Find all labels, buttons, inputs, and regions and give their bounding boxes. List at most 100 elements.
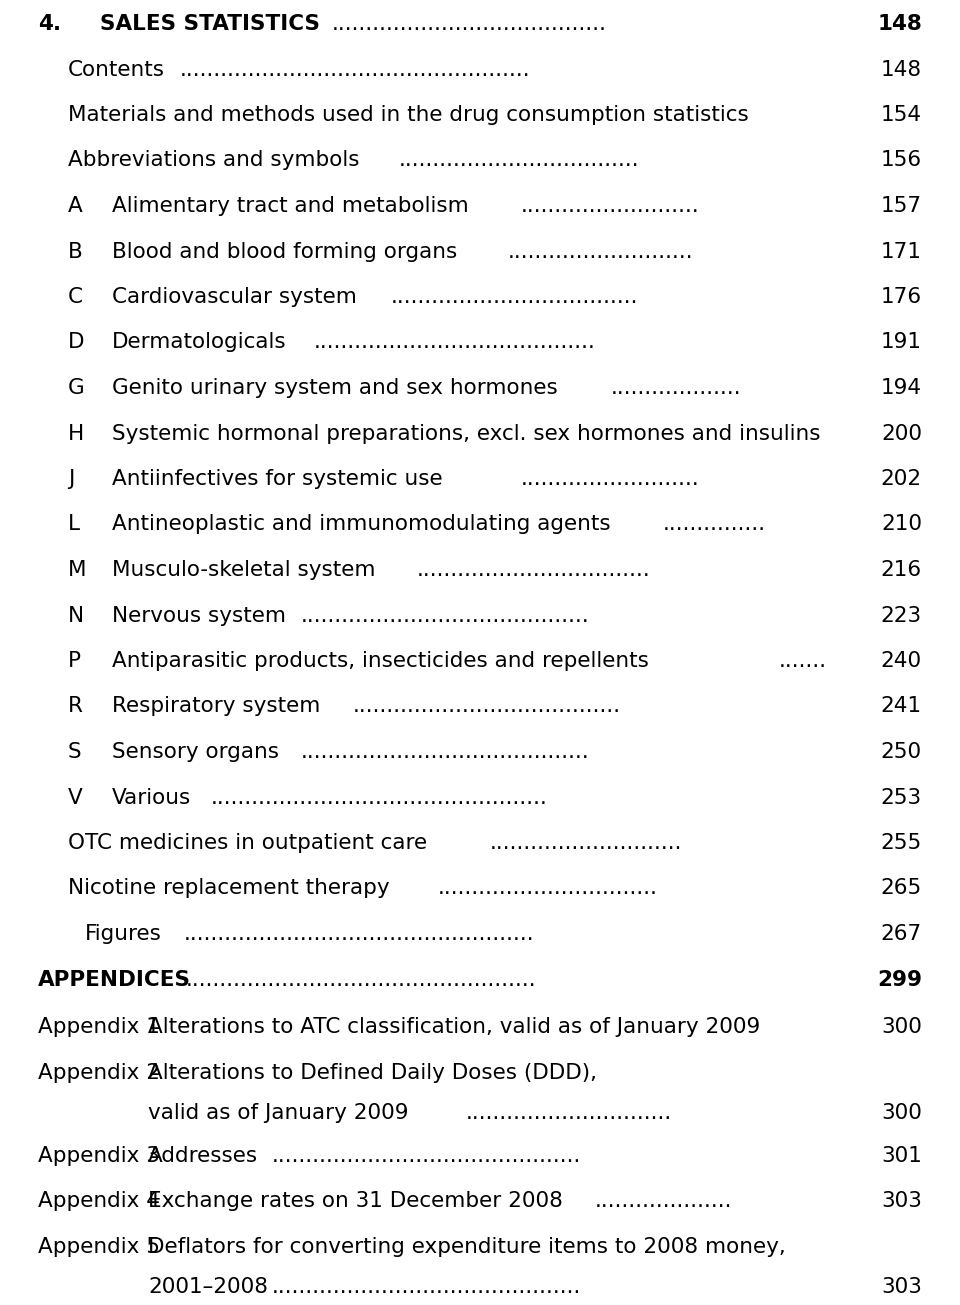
- Text: Abbreviations and symbols: Abbreviations and symbols: [68, 150, 359, 171]
- Text: ............................: ............................: [490, 833, 682, 853]
- Text: 210: 210: [881, 514, 922, 535]
- Text: OTC medicines in outpatient care: OTC medicines in outpatient care: [68, 833, 427, 853]
- Text: L: L: [68, 514, 80, 535]
- Text: APPENDICES: APPENDICES: [38, 970, 191, 989]
- Text: B: B: [68, 241, 83, 261]
- Text: .......................................: .......................................: [352, 697, 620, 716]
- Text: ....................: ....................: [595, 1191, 732, 1211]
- Text: Nervous system: Nervous system: [112, 606, 286, 625]
- Text: 154: 154: [881, 104, 922, 125]
- Text: Deflators for converting expenditure items to 2008 money,: Deflators for converting expenditure ite…: [148, 1237, 785, 1257]
- Text: ...................................: ...................................: [399, 150, 639, 171]
- Text: 250: 250: [881, 743, 922, 762]
- Text: Addresses: Addresses: [148, 1146, 258, 1165]
- Text: .............................................: ........................................…: [273, 1146, 582, 1165]
- Text: Appendix 5: Appendix 5: [38, 1237, 160, 1257]
- Text: 148: 148: [877, 14, 922, 34]
- Text: Respiratory system: Respiratory system: [112, 697, 321, 716]
- Text: Blood and blood forming organs: Blood and blood forming organs: [112, 241, 457, 261]
- Text: valid as of January 2009: valid as of January 2009: [148, 1103, 409, 1122]
- Text: R: R: [68, 697, 83, 716]
- Text: Contents: Contents: [68, 60, 165, 80]
- Text: Alterations to ATC classification, valid as of January 2009: Alterations to ATC classification, valid…: [148, 1018, 760, 1037]
- Text: 194: 194: [881, 378, 922, 398]
- Text: 216: 216: [881, 560, 922, 579]
- Text: 300: 300: [881, 1018, 922, 1037]
- Text: ...................................................: ........................................…: [183, 924, 534, 944]
- Text: ...................................................: ........................................…: [186, 970, 537, 989]
- Text: ..........................: ..........................: [520, 468, 699, 489]
- Text: ...........................: ...........................: [508, 241, 693, 261]
- Text: 265: 265: [880, 878, 922, 899]
- Text: S: S: [68, 743, 82, 762]
- Text: Dermatologicals: Dermatologicals: [112, 333, 287, 352]
- Text: Antiinfectives for systemic use: Antiinfectives for systemic use: [112, 468, 443, 489]
- Text: 2001–2008: 2001–2008: [148, 1276, 268, 1297]
- Text: ..........................: ..........................: [520, 196, 699, 217]
- Text: ...............: ...............: [662, 514, 766, 535]
- Text: ................................: ................................: [438, 878, 658, 899]
- Text: Sensory organs: Sensory organs: [112, 743, 279, 762]
- Text: 156: 156: [881, 150, 922, 171]
- Text: ..........................................: ........................................…: [300, 743, 589, 762]
- Text: 223: 223: [881, 606, 922, 625]
- Text: .............................................: ........................................…: [273, 1276, 582, 1297]
- Text: Alimentary tract and metabolism: Alimentary tract and metabolism: [112, 196, 468, 217]
- Text: Appendix 4: Appendix 4: [38, 1191, 160, 1211]
- Text: J: J: [68, 468, 74, 489]
- Text: 300: 300: [881, 1103, 922, 1122]
- Text: 301: 301: [881, 1146, 922, 1165]
- Text: 157: 157: [881, 196, 922, 217]
- Text: H: H: [68, 424, 84, 444]
- Text: Appendix 1: Appendix 1: [38, 1018, 160, 1037]
- Text: 267: 267: [880, 924, 922, 944]
- Text: G: G: [68, 378, 84, 398]
- Text: Various: Various: [112, 787, 191, 808]
- Text: Musculo-skeletal system: Musculo-skeletal system: [112, 560, 375, 579]
- Text: P: P: [68, 651, 81, 671]
- Text: 148: 148: [881, 60, 922, 80]
- Text: ..............................: ..............................: [466, 1103, 672, 1122]
- Text: .........................................: ........................................…: [314, 333, 595, 352]
- Text: ....................................: ....................................: [392, 287, 638, 307]
- Text: D: D: [68, 333, 84, 352]
- Text: 255: 255: [880, 833, 922, 853]
- Text: 202: 202: [881, 468, 922, 489]
- Text: Alterations to Defined Daily Doses (DDD),: Alterations to Defined Daily Doses (DDD)…: [148, 1062, 597, 1083]
- Text: Nicotine replacement therapy: Nicotine replacement therapy: [68, 878, 390, 899]
- Text: 303: 303: [881, 1276, 922, 1297]
- Text: ..........................................: ........................................…: [300, 606, 589, 625]
- Text: Antiparasitic products, insecticides and repellents: Antiparasitic products, insecticides and…: [112, 651, 649, 671]
- Text: 171: 171: [881, 241, 922, 261]
- Text: C: C: [68, 287, 83, 307]
- Text: ...................................................: ........................................…: [180, 60, 530, 80]
- Text: 253: 253: [881, 787, 922, 808]
- Text: 176: 176: [881, 287, 922, 307]
- Text: Cardiovascular system: Cardiovascular system: [112, 287, 357, 307]
- Text: Genito urinary system and sex hormones: Genito urinary system and sex hormones: [112, 378, 558, 398]
- Text: Figures: Figures: [85, 924, 162, 944]
- Text: M: M: [68, 560, 86, 579]
- Text: 4.: 4.: [38, 14, 61, 34]
- Text: ...................: ...................: [611, 378, 741, 398]
- Text: N: N: [68, 606, 84, 625]
- Text: 200: 200: [881, 424, 922, 444]
- Text: Appendix 2: Appendix 2: [38, 1062, 160, 1083]
- Text: Antineoplastic and immunomodulating agents: Antineoplastic and immunomodulating agen…: [112, 514, 611, 535]
- Text: 303: 303: [881, 1191, 922, 1211]
- Text: 240: 240: [881, 651, 922, 671]
- Text: ..................................: ..................................: [417, 560, 651, 579]
- Text: Systemic hormonal preparations, excl. sex hormones and insulins: Systemic hormonal preparations, excl. se…: [112, 424, 821, 444]
- Text: .......: .......: [779, 651, 827, 671]
- Text: A: A: [68, 196, 83, 217]
- Text: 191: 191: [881, 333, 922, 352]
- Text: Exchange rates on 31 December 2008: Exchange rates on 31 December 2008: [148, 1191, 563, 1211]
- Text: .................................................: ........................................…: [210, 787, 547, 808]
- Text: 299: 299: [877, 970, 922, 989]
- Text: Appendix 3: Appendix 3: [38, 1146, 160, 1165]
- Text: 241: 241: [881, 697, 922, 716]
- Text: Materials and methods used in the drug consumption statistics: Materials and methods used in the drug c…: [68, 104, 749, 125]
- Text: V: V: [68, 787, 83, 808]
- Text: SALES STATISTICS: SALES STATISTICS: [100, 14, 320, 34]
- Text: ........................................: ........................................: [332, 14, 607, 34]
